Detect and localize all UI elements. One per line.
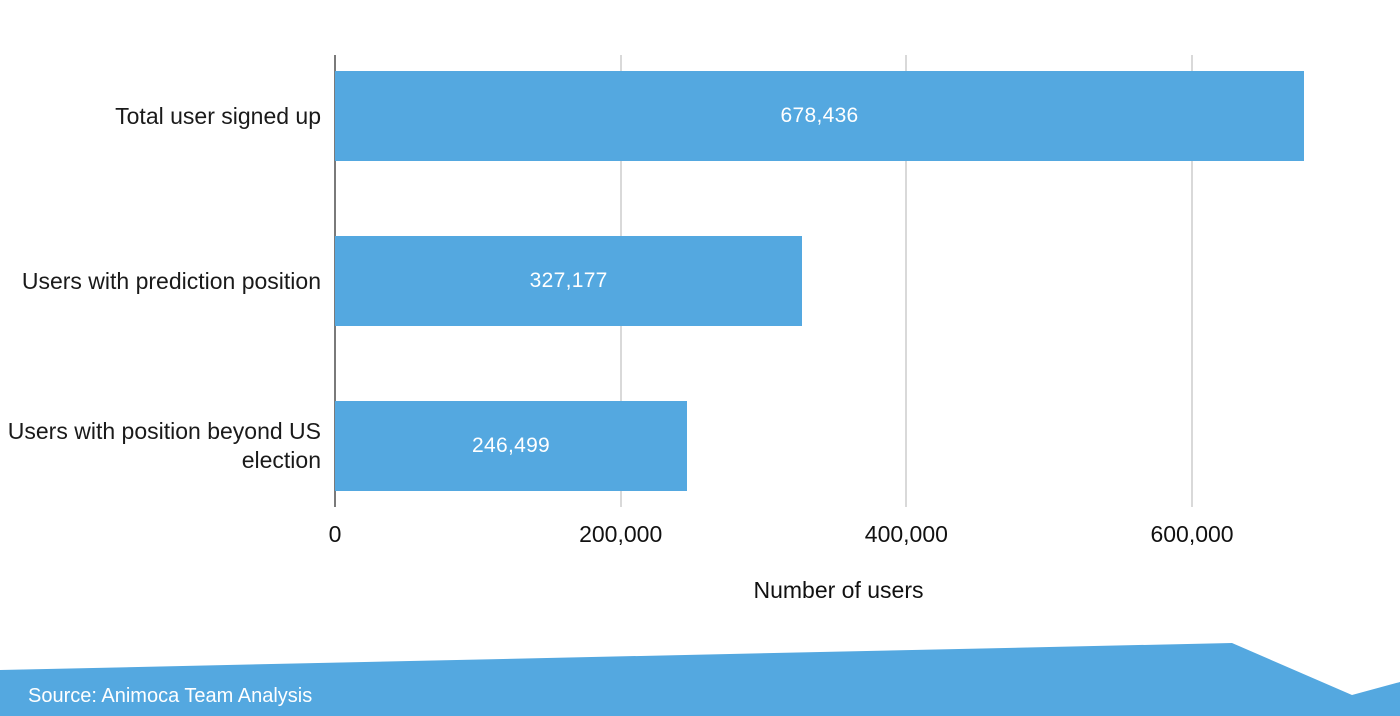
bar-rows: 678,436 327,177 246,499 — [335, 55, 1342, 507]
bar: 246,499 — [335, 401, 688, 491]
bar-value-label: 327,177 — [529, 269, 608, 292]
x-axis-title: Number of users — [753, 577, 924, 603]
source-label: Source: Animoca Team Analysis — [28, 685, 313, 707]
bar-row: 246,499 — [335, 401, 1342, 491]
bar-row: 327,177 — [335, 236, 1342, 326]
x-axis-tick-label: 0 — [328, 521, 342, 547]
bar-value-label: 246,499 — [472, 434, 551, 457]
gridline — [905, 55, 908, 507]
x-axis-tick-label: 400,000 — [864, 521, 948, 547]
category-labels: Total user signed up Users with predictio… — [0, 55, 321, 507]
bar-chart: Total user signed up Users with predictio… — [0, 55, 1400, 604]
gridline — [1191, 55, 1194, 507]
plot-area: 678,436 327,177 246,499 — [334, 55, 1342, 507]
bar: 327,177 — [335, 236, 803, 326]
footer-banner-shape — [0, 643, 1400, 716]
footer-banner: Source: Animoca Team Analysis — [0, 636, 1400, 716]
bar-row: 678,436 — [335, 71, 1342, 161]
x-axis-tick-label: 200,000 — [579, 521, 663, 547]
bar-value-label: 678,436 — [780, 104, 859, 127]
category-labels-column: Total user signed up Users with predictio… — [0, 55, 335, 507]
category-label: Users with prediction position — [21, 267, 321, 294]
x-axis-tick-label: 600,000 — [1150, 521, 1234, 547]
footer-ribbon-polygon — [0, 643, 1400, 716]
bar: 678,436 — [335, 71, 1305, 161]
category-label: Users with position beyond US election — [7, 418, 321, 473]
category-label: Total user signed up — [115, 102, 321, 129]
x-axis-ticks: 0 200,000 400,000 600,000 — [329, 507, 1342, 551]
